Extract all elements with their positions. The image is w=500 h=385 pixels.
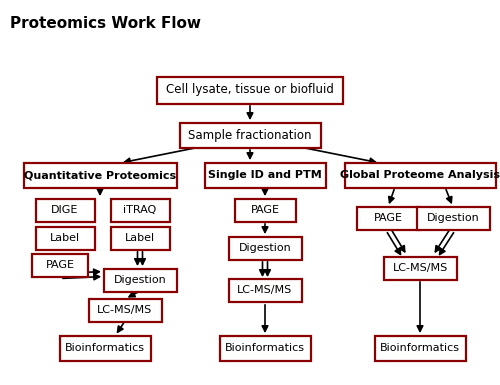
Text: Label: Label (50, 233, 80, 243)
Text: Global Proteome Analysis: Global Proteome Analysis (340, 170, 500, 180)
FancyBboxPatch shape (110, 199, 170, 221)
Text: Sample fractionation: Sample fractionation (188, 129, 312, 142)
FancyBboxPatch shape (32, 253, 88, 276)
FancyBboxPatch shape (384, 256, 456, 280)
FancyBboxPatch shape (24, 162, 176, 187)
Text: Digestion: Digestion (114, 275, 166, 285)
Text: DIGE: DIGE (52, 205, 78, 215)
FancyBboxPatch shape (104, 268, 176, 291)
Text: PAGE: PAGE (46, 260, 74, 270)
FancyBboxPatch shape (88, 298, 162, 321)
Text: Quantitative Proteomics: Quantitative Proteomics (24, 170, 176, 180)
Text: Bioinformatics: Bioinformatics (380, 343, 460, 353)
Text: iTRAQ: iTRAQ (124, 205, 156, 215)
Text: Digestion: Digestion (238, 243, 292, 253)
Text: LC-MS/MS: LC-MS/MS (238, 285, 292, 295)
FancyBboxPatch shape (60, 335, 150, 360)
FancyBboxPatch shape (356, 206, 420, 229)
Text: LC-MS/MS: LC-MS/MS (98, 305, 152, 315)
Text: Proteomics Work Flow: Proteomics Work Flow (10, 16, 201, 31)
Text: Label: Label (125, 233, 155, 243)
FancyBboxPatch shape (344, 162, 496, 187)
Text: Bioinformatics: Bioinformatics (65, 343, 145, 353)
FancyBboxPatch shape (374, 335, 466, 360)
FancyBboxPatch shape (36, 226, 94, 249)
Text: Bioinformatics: Bioinformatics (225, 343, 305, 353)
Text: PAGE: PAGE (374, 213, 402, 223)
Text: Digestion: Digestion (426, 213, 480, 223)
Text: LC-MS/MS: LC-MS/MS (392, 263, 448, 273)
FancyBboxPatch shape (234, 199, 296, 221)
FancyBboxPatch shape (110, 226, 170, 249)
Text: Single ID and PTM: Single ID and PTM (208, 170, 322, 180)
FancyBboxPatch shape (228, 278, 302, 301)
FancyBboxPatch shape (36, 199, 94, 221)
FancyBboxPatch shape (157, 77, 343, 104)
Text: Cell lysate, tissue or biofluid: Cell lysate, tissue or biofluid (166, 84, 334, 97)
FancyBboxPatch shape (204, 162, 326, 187)
FancyBboxPatch shape (220, 335, 310, 360)
Text: PAGE: PAGE (250, 205, 280, 215)
FancyBboxPatch shape (228, 236, 302, 259)
FancyBboxPatch shape (416, 206, 490, 229)
FancyBboxPatch shape (180, 122, 320, 147)
